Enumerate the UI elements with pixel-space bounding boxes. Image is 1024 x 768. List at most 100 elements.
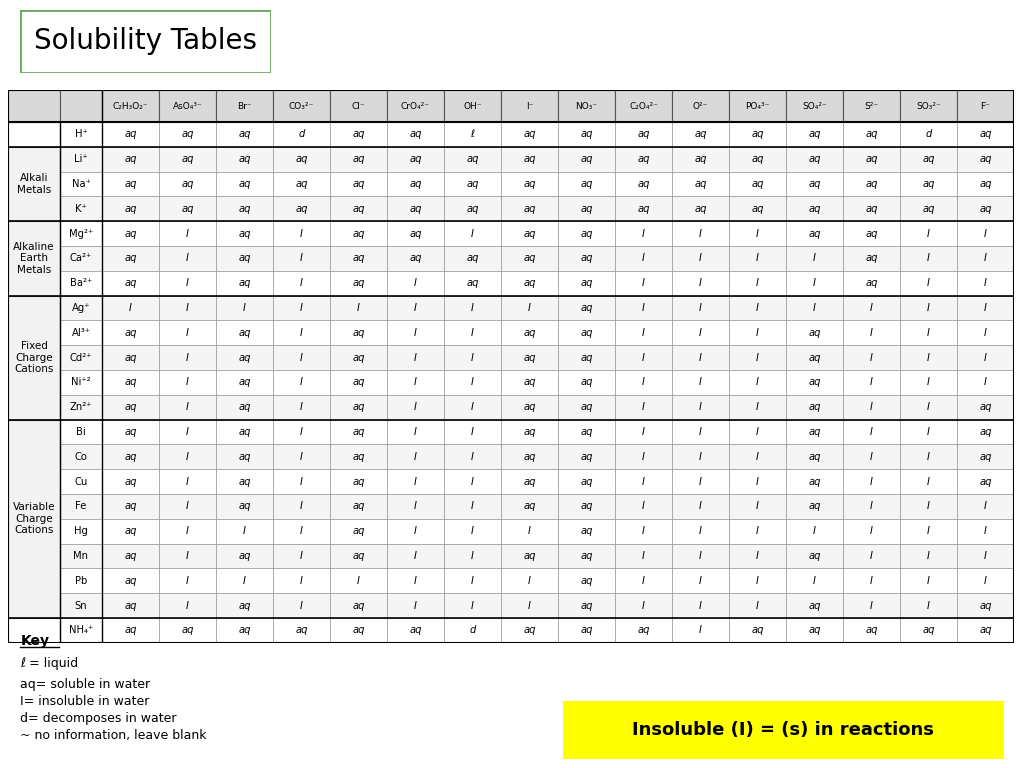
- Bar: [672, 419, 729, 445]
- Bar: [102, 171, 159, 197]
- Text: I: I: [471, 576, 474, 586]
- Text: I: I: [870, 601, 873, 611]
- Bar: [558, 171, 615, 197]
- Text: I: I: [642, 452, 645, 462]
- Text: I: I: [699, 278, 702, 288]
- Text: aq: aq: [523, 353, 536, 362]
- Text: aq: aq: [523, 278, 536, 288]
- Bar: [843, 519, 900, 544]
- Text: I: I: [471, 229, 474, 239]
- Bar: [216, 90, 273, 122]
- Bar: [159, 345, 216, 370]
- Bar: [216, 296, 273, 320]
- Bar: [786, 320, 843, 345]
- Text: I: I: [300, 377, 303, 387]
- Bar: [216, 494, 273, 519]
- Bar: [330, 197, 387, 221]
- Text: aq: aq: [694, 154, 707, 164]
- Text: I: I: [186, 303, 189, 313]
- Bar: [729, 221, 786, 246]
- Bar: [615, 320, 672, 345]
- Bar: [60, 494, 102, 519]
- Bar: [216, 370, 273, 395]
- Bar: [900, 519, 957, 544]
- Bar: [273, 494, 330, 519]
- Text: aq: aq: [808, 154, 821, 164]
- Bar: [501, 171, 558, 197]
- Bar: [273, 445, 330, 469]
- Bar: [387, 147, 444, 171]
- Text: I: I: [870, 377, 873, 387]
- Bar: [843, 469, 900, 494]
- Bar: [102, 469, 159, 494]
- Text: aq: aq: [581, 179, 593, 189]
- Bar: [501, 568, 558, 593]
- Bar: [387, 370, 444, 395]
- Bar: [330, 445, 387, 469]
- Bar: [159, 90, 216, 122]
- Bar: [273, 370, 330, 395]
- Bar: [8, 419, 60, 618]
- Bar: [615, 221, 672, 246]
- Bar: [387, 345, 444, 370]
- Bar: [159, 445, 216, 469]
- Text: Cu: Cu: [75, 477, 88, 487]
- Text: I: I: [414, 576, 417, 586]
- Text: aq: aq: [181, 179, 194, 189]
- Bar: [60, 618, 102, 643]
- Text: I: I: [870, 576, 873, 586]
- Text: aq: aq: [523, 477, 536, 487]
- Bar: [444, 419, 501, 445]
- Text: I: I: [300, 551, 303, 561]
- Bar: [444, 395, 501, 419]
- Text: I: I: [699, 625, 702, 635]
- Bar: [60, 271, 102, 296]
- Text: d: d: [926, 129, 932, 140]
- Bar: [615, 519, 672, 544]
- Text: K⁺: K⁺: [75, 204, 87, 214]
- Text: I: I: [756, 502, 759, 511]
- Text: CrO₄²⁻: CrO₄²⁻: [401, 101, 430, 111]
- Bar: [387, 90, 444, 122]
- Bar: [786, 221, 843, 246]
- Bar: [957, 197, 1014, 221]
- Bar: [444, 544, 501, 568]
- Bar: [216, 320, 273, 345]
- Bar: [558, 494, 615, 519]
- Text: aq: aq: [752, 625, 764, 635]
- Bar: [615, 618, 672, 643]
- Text: aq: aq: [979, 625, 992, 635]
- Text: Key: Key: [20, 634, 49, 647]
- Bar: [8, 221, 60, 296]
- Bar: [957, 296, 1014, 320]
- Bar: [786, 370, 843, 395]
- Bar: [387, 445, 444, 469]
- Bar: [501, 494, 558, 519]
- Bar: [387, 197, 444, 221]
- Bar: [102, 445, 159, 469]
- Bar: [501, 122, 558, 147]
- Bar: [387, 221, 444, 246]
- Bar: [957, 246, 1014, 271]
- Text: aq: aq: [239, 204, 251, 214]
- Text: aq: aq: [352, 502, 365, 511]
- Text: I⁻: I⁻: [525, 101, 534, 111]
- Text: I: I: [186, 253, 189, 263]
- Bar: [957, 271, 1014, 296]
- Bar: [216, 445, 273, 469]
- Text: d: d: [298, 129, 305, 140]
- Text: I: I: [186, 502, 189, 511]
- Text: I: I: [186, 601, 189, 611]
- Bar: [330, 419, 387, 445]
- Bar: [102, 519, 159, 544]
- Bar: [60, 197, 102, 221]
- Text: I: I: [414, 502, 417, 511]
- Text: Sn: Sn: [75, 601, 87, 611]
- Bar: [273, 618, 330, 643]
- Bar: [330, 544, 387, 568]
- Text: I: I: [984, 551, 987, 561]
- Bar: [273, 345, 330, 370]
- Bar: [957, 445, 1014, 469]
- Text: Zn²⁺: Zn²⁺: [70, 402, 92, 412]
- Bar: [216, 221, 273, 246]
